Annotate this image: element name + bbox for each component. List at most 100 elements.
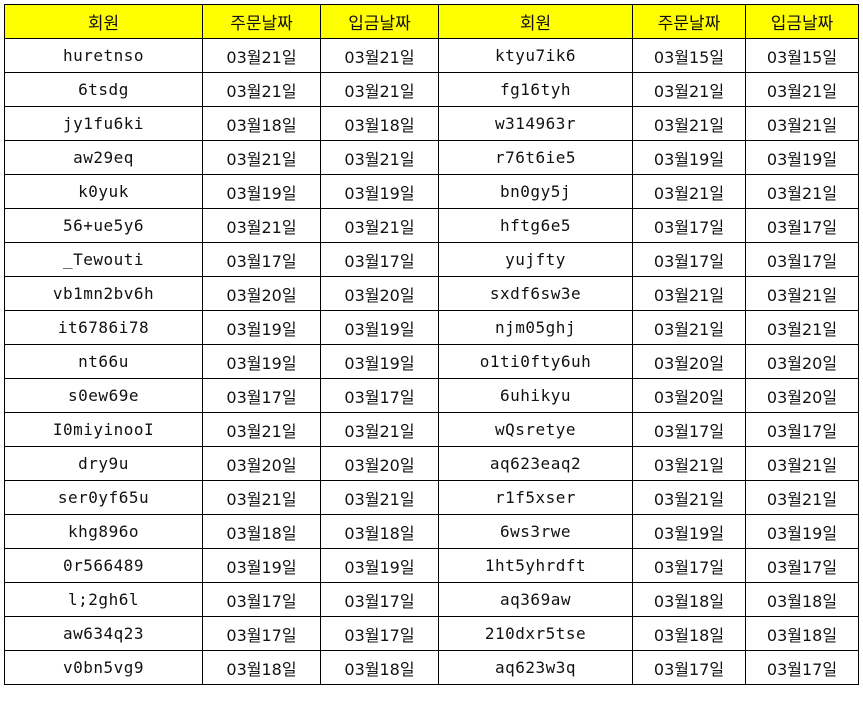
member-cell[interactable]: ktyu7ik6 <box>438 38 633 73</box>
order-date-cell[interactable]: 03월21일 <box>202 412 321 447</box>
order-date-cell[interactable]: 03월21일 <box>632 174 746 209</box>
member-cell[interactable]: fg16tyh <box>438 72 633 107</box>
payment-date-cell[interactable]: 03월18일 <box>745 582 859 617</box>
payment-date-cell[interactable]: 03월21일 <box>745 310 859 345</box>
order-date-cell[interactable]: 03월21일 <box>632 72 746 107</box>
payment-date-cell[interactable]: 03월21일 <box>320 72 439 107</box>
payment-date-cell[interactable]: 03월20일 <box>745 344 859 379</box>
member-cell[interactable]: it6786i78 <box>4 310 203 345</box>
order-date-cell[interactable]: 03월20일 <box>202 446 321 481</box>
payment-date-cell[interactable]: 03월21일 <box>320 38 439 73</box>
order-date-cell[interactable]: 03월19일 <box>632 140 746 175</box>
payment-date-cell[interactable]: 03월19일 <box>745 514 859 549</box>
order-date-cell[interactable]: 03월18일 <box>202 650 321 685</box>
payment-date-cell[interactable]: 03월21일 <box>320 208 439 243</box>
member-cell[interactable]: _Tewouti <box>4 242 203 277</box>
member-cell[interactable]: 210dxr5tse <box>438 616 633 651</box>
order-date-cell[interactable]: 03월19일 <box>202 310 321 345</box>
payment-date-cell[interactable]: 03월19일 <box>745 140 859 175</box>
order-date-cell[interactable]: 03월21일 <box>202 72 321 107</box>
order-date-cell[interactable]: 03월17일 <box>202 378 321 413</box>
payment-date-cell[interactable]: 03월17일 <box>745 242 859 277</box>
payment-date-cell[interactable]: 03월21일 <box>745 106 859 141</box>
payment-date-cell[interactable]: 03월17일 <box>320 616 439 651</box>
member-cell[interactable]: huretnso <box>4 38 203 73</box>
order-date-cell[interactable]: 03월18일 <box>632 582 746 617</box>
order-date-cell[interactable]: 03월20일 <box>202 276 321 311</box>
member-cell[interactable]: l;2gh6l <box>4 582 203 617</box>
payment-date-cell[interactable]: 03월21일 <box>320 480 439 515</box>
member-cell[interactable]: aq623w3q <box>438 650 633 685</box>
member-cell[interactable]: v0bn5vg9 <box>4 650 203 685</box>
order-date-cell[interactable]: 03월21일 <box>632 106 746 141</box>
payment-date-cell[interactable]: 03월15일 <box>745 38 859 73</box>
member-cell[interactable]: njm05ghj <box>438 310 633 345</box>
payment-date-cell[interactable]: 03월18일 <box>320 514 439 549</box>
member-cell[interactable]: aw29eq <box>4 140 203 175</box>
member-cell[interactable]: r76t6ie5 <box>438 140 633 175</box>
payment-date-cell[interactable]: 03월21일 <box>320 412 439 447</box>
order-date-cell[interactable]: 03월20일 <box>632 378 746 413</box>
order-date-cell[interactable]: 03월19일 <box>202 548 321 583</box>
order-date-cell[interactable]: 03월21일 <box>202 140 321 175</box>
payment-date-cell[interactable]: 03월17일 <box>320 242 439 277</box>
payment-date-cell[interactable]: 03월17일 <box>745 412 859 447</box>
order-date-cell[interactable]: 03월18일 <box>202 514 321 549</box>
header-order-date[interactable]: 주문날짜 <box>202 4 321 39</box>
order-date-cell[interactable]: 03월17일 <box>632 650 746 685</box>
order-date-cell[interactable]: 03월21일 <box>202 208 321 243</box>
order-date-cell[interactable]: 03월19일 <box>632 514 746 549</box>
order-date-cell[interactable]: 03월17일 <box>632 208 746 243</box>
payment-date-cell[interactable]: 03월21일 <box>320 140 439 175</box>
member-cell[interactable]: 0r566489 <box>4 548 203 583</box>
order-date-cell[interactable]: 03월21일 <box>632 276 746 311</box>
order-date-cell[interactable]: 03월21일 <box>202 38 321 73</box>
member-cell[interactable]: k0yuk <box>4 174 203 209</box>
member-cell[interactable]: aq369aw <box>438 582 633 617</box>
payment-date-cell[interactable]: 03월17일 <box>320 582 439 617</box>
header-payment-date-2[interactable]: 입금날짜 <box>745 4 859 39</box>
payment-date-cell[interactable]: 03월17일 <box>745 208 859 243</box>
payment-date-cell[interactable]: 03월17일 <box>320 378 439 413</box>
member-cell[interactable]: r1f5xser <box>438 480 633 515</box>
header-member[interactable]: 회원 <box>4 4 203 39</box>
member-cell[interactable]: 6ws3rwe <box>438 514 633 549</box>
member-cell[interactable]: ser0yf65u <box>4 480 203 515</box>
member-cell[interactable]: dry9u <box>4 446 203 481</box>
header-member-2[interactable]: 회원 <box>438 4 633 39</box>
payment-date-cell[interactable]: 03월21일 <box>745 174 859 209</box>
order-date-cell[interactable]: 03월21일 <box>632 310 746 345</box>
order-date-cell[interactable]: 03월17일 <box>632 548 746 583</box>
order-date-cell[interactable]: 03월17일 <box>632 412 746 447</box>
member-cell[interactable]: hftg6e5 <box>438 208 633 243</box>
order-date-cell[interactable]: 03월21일 <box>202 480 321 515</box>
header-order-date-2[interactable]: 주문날짜 <box>632 4 746 39</box>
member-cell[interactable]: wQsretye <box>438 412 633 447</box>
payment-date-cell[interactable]: 03월18일 <box>320 650 439 685</box>
payment-date-cell[interactable]: 03월20일 <box>745 378 859 413</box>
payment-date-cell[interactable]: 03월21일 <box>745 276 859 311</box>
payment-date-cell[interactable]: 03월18일 <box>320 106 439 141</box>
order-date-cell[interactable]: 03월20일 <box>632 344 746 379</box>
member-cell[interactable]: bn0gy5j <box>438 174 633 209</box>
payment-date-cell[interactable]: 03월17일 <box>745 650 859 685</box>
member-cell[interactable]: aq623eaq2 <box>438 446 633 481</box>
order-date-cell[interactable]: 03월17일 <box>202 616 321 651</box>
member-cell[interactable]: sxdf6sw3e <box>438 276 633 311</box>
member-cell[interactable]: 1ht5yhrdft <box>438 548 633 583</box>
payment-date-cell[interactable]: 03월19일 <box>320 174 439 209</box>
member-cell[interactable]: yujfty <box>438 242 633 277</box>
member-cell[interactable]: nt66u <box>4 344 203 379</box>
member-cell[interactable]: khg896o <box>4 514 203 549</box>
payment-date-cell[interactable]: 03월21일 <box>745 446 859 481</box>
member-cell[interactable]: vb1mn2bv6h <box>4 276 203 311</box>
payment-date-cell[interactable]: 03월18일 <box>745 616 859 651</box>
member-cell[interactable]: s0ew69e <box>4 378 203 413</box>
order-date-cell[interactable]: 03월17일 <box>202 582 321 617</box>
order-date-cell[interactable]: 03월19일 <box>202 344 321 379</box>
order-date-cell[interactable]: 03월18일 <box>632 616 746 651</box>
member-cell[interactable]: 6tsdg <box>4 72 203 107</box>
payment-date-cell[interactable]: 03월19일 <box>320 310 439 345</box>
member-cell[interactable]: 56+ue5y6 <box>4 208 203 243</box>
payment-date-cell[interactable]: 03월20일 <box>320 446 439 481</box>
